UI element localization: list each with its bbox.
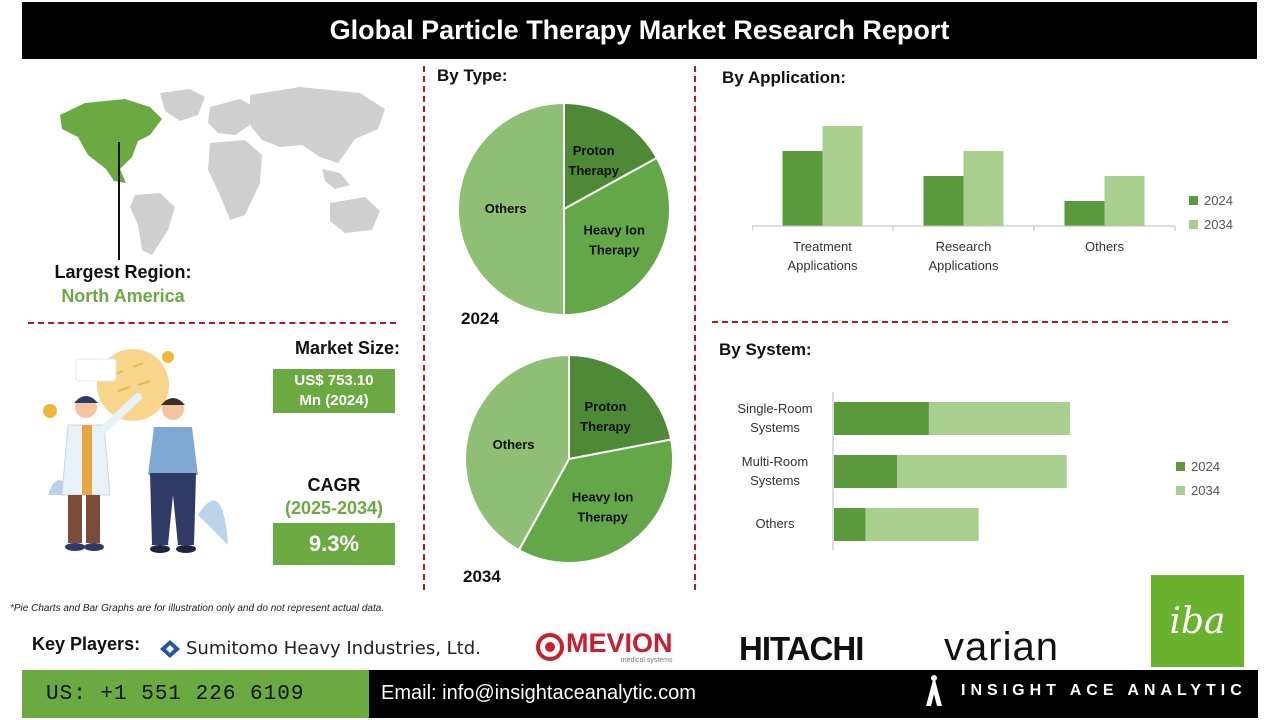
divider-right-horizontal <box>712 321 1228 323</box>
legend-item-2024: 2024 <box>1189 193 1233 208</box>
system-bar-2034 <box>928 402 1070 435</box>
pie-slice-label: Therapy <box>589 243 640 258</box>
footer-email[interactable]: Email: info@insightaceanalytic.com <box>381 682 696 704</box>
sumitomo-diamond-icon <box>160 639 180 658</box>
pie-slice <box>568 353 673 461</box>
legend-swatch <box>1176 486 1185 495</box>
system-bar-2034 <box>897 455 1067 488</box>
pie-slice-label: Heavy Ion <box>572 489 633 504</box>
hitachi-logo: HITACHI <box>739 630 864 667</box>
pie-slice-label: Proton <box>585 399 627 414</box>
legend-swatch <box>1176 462 1185 471</box>
market-size-label: Market Size: <box>294 338 400 358</box>
mevion-logo: MEVION medical systems <box>536 630 673 664</box>
by-type-title: By Type: <box>437 66 508 85</box>
application-bar <box>923 176 964 226</box>
application-bar <box>1104 176 1145 226</box>
pie-slice <box>517 438 674 564</box>
pie-slice <box>563 156 671 317</box>
divider-left-horizontal <box>28 322 396 324</box>
cagr-label: CAGR <box>307 475 361 495</box>
sumitomo-logo: Sumitomo Heavy Industries, Ltd. <box>160 638 481 659</box>
pie-chart-2034: Proton Therapy Heavy Ion Therapy Others <box>464 353 674 564</box>
divider-left <box>423 66 425 590</box>
pie-chart-2024: Proton Therapy Heavy Ion Therapy Others <box>457 101 671 317</box>
largest-region-value: North America <box>61 286 185 306</box>
by-system-title: By System: <box>719 340 812 359</box>
by-application-title: By Application: <box>722 68 847 87</box>
market-size-box: US$ 753.10 Mn (2024) <box>273 369 395 413</box>
app-category-label: Others <box>1084 239 1124 254</box>
market-size-value-line2: Mn (2024) <box>299 392 369 409</box>
application-bar-chart <box>752 126 1176 231</box>
application-legend: 2024 2034 <box>1189 193 1233 232</box>
varian-logo: varian <box>944 625 1059 669</box>
footer-bar: Email: info@insightaceanalytic.com INSIG… <box>369 670 1258 718</box>
mevion-swirl-icon <box>536 633 564 661</box>
pie-slice-label: Therapy <box>577 509 628 524</box>
system-category-labels: Single-Room Systems Multi-Room Systems Oth… <box>722 399 828 543</box>
legend-item-2024: 2024 <box>1176 459 1220 474</box>
pie-slice-label: Heavy Ion <box>583 223 644 238</box>
footer-phone[interactable]: US: +1 551 226 6109 <box>22 670 369 718</box>
region-pointer-line <box>118 142 120 260</box>
system-bar-2024 <box>834 508 866 541</box>
insightace-logo-icon <box>926 675 942 706</box>
pie-slice-label: Others <box>493 437 535 452</box>
cagr-value: 9.3% <box>273 523 395 565</box>
system-legend: 2024 2034 <box>1176 459 1220 498</box>
footer-brand: INSIGHT ACE ANALYTIC <box>961 682 1247 699</box>
system-category-label: Single-Room Systems <box>737 401 813 435</box>
system-category-label: Others <box>755 516 795 531</box>
scientists-illustration <box>43 349 228 553</box>
system-bar-2024 <box>834 455 898 488</box>
iba-logo: iba <box>1151 575 1244 667</box>
app-category-label: Treatment Applications <box>787 239 858 273</box>
application-bar <box>963 151 1004 226</box>
market-size-value-line1: US$ 753.10 <box>294 372 374 389</box>
system-bar-2034 <box>865 508 979 541</box>
largest-region-label: Largest Region: <box>54 262 192 282</box>
system-bar-2024 <box>834 402 929 435</box>
legend-swatch <box>1189 196 1198 205</box>
pie-slice-label: Others <box>485 201 527 216</box>
legend-item-2034: 2034 <box>1189 217 1233 232</box>
disclaimer: *Pie Charts and Bar Graphs are for illus… <box>10 603 385 614</box>
page-title: Global Particle Therapy Market Research … <box>22 2 1257 59</box>
pie-slice-label: Therapy <box>580 419 631 434</box>
pie-slice-label: Proton <box>573 143 615 158</box>
world-map <box>60 87 385 255</box>
application-bar <box>822 126 863 226</box>
legend-swatch <box>1189 220 1198 229</box>
pie-slice <box>457 101 565 317</box>
key-players-label: Key Players: <box>32 634 141 654</box>
pie-2024-year: 2024 <box>461 309 499 328</box>
application-bar <box>1064 201 1105 226</box>
legend-item-2034: 2034 <box>1176 483 1220 498</box>
app-category-label: Research Applications <box>928 239 999 273</box>
system-bar-chart <box>832 392 1070 550</box>
pie-slice <box>464 353 570 552</box>
cagr-period: (2025-2034) <box>284 498 384 518</box>
pie-2034-year: 2034 <box>463 567 501 586</box>
application-bar <box>782 151 823 226</box>
divider-right <box>694 66 696 590</box>
pie-slice <box>563 101 659 211</box>
pie-slice-label: Therapy <box>568 163 619 178</box>
application-category-labels: Treatment Applications Research Applicatio… <box>752 237 1175 275</box>
system-category-label: Multi-Room Systems <box>741 454 809 488</box>
